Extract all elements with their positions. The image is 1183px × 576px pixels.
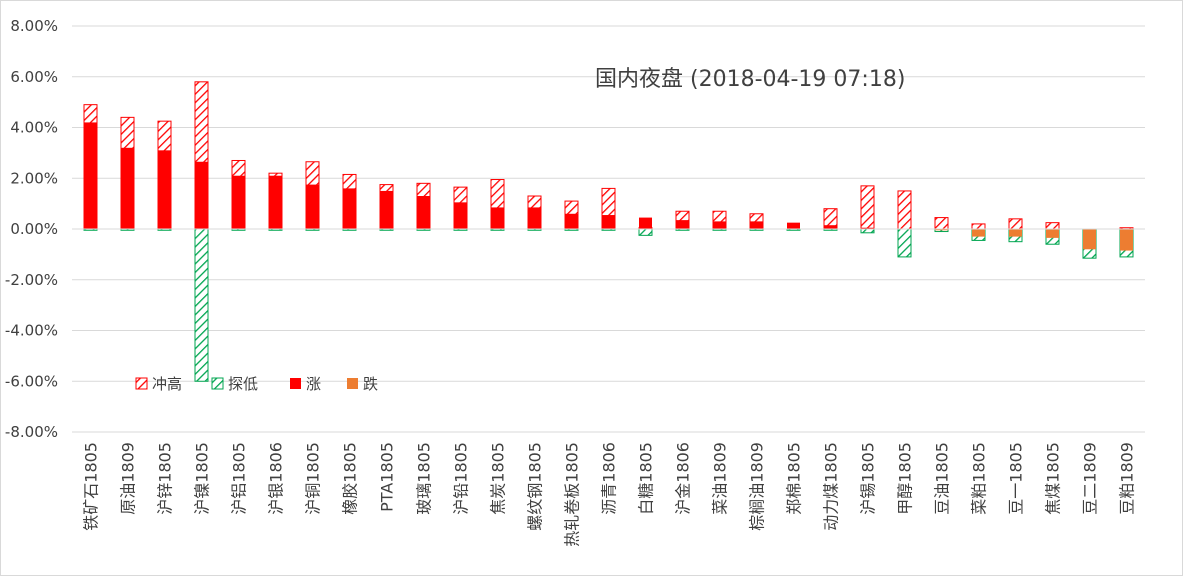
y-tick-label: -8.00% bbox=[5, 423, 58, 441]
bar-down bbox=[1083, 229, 1096, 250]
x-tick-label: 甲醇1805 bbox=[896, 442, 915, 515]
legend-label: 探低 bbox=[228, 375, 258, 393]
x-tick-label: 沪镍1805 bbox=[193, 442, 212, 515]
bar-high bbox=[971, 223, 986, 230]
bar-low bbox=[860, 228, 875, 234]
bar-high bbox=[1008, 218, 1023, 230]
x-tick-label: 沪铝1805 bbox=[230, 442, 249, 515]
bar-down bbox=[1120, 229, 1133, 251]
legend-label: 冲高 bbox=[152, 375, 182, 393]
x-tick-label: 热轧卷板1805 bbox=[563, 442, 582, 547]
x-tick-label: 白糖1805 bbox=[637, 442, 656, 515]
bar-down bbox=[935, 229, 948, 231]
y-tick-label: 4.00% bbox=[10, 119, 58, 137]
y-tick-label: 2.00% bbox=[10, 169, 58, 187]
bar-up bbox=[565, 213, 578, 229]
bar-up bbox=[824, 225, 837, 229]
x-tick-label: 沥青1806 bbox=[600, 442, 619, 515]
bar-up bbox=[121, 147, 134, 229]
bar-up bbox=[232, 175, 245, 229]
x-tick-label: 沪银1806 bbox=[267, 442, 286, 515]
y-tick-label: -4.00% bbox=[5, 322, 58, 340]
bar-low bbox=[194, 228, 209, 382]
chart-title: 国内夜盘 (2018-04-19 07:18) bbox=[595, 67, 905, 92]
y-tick-label: 0.00% bbox=[10, 220, 58, 238]
bar-up bbox=[269, 175, 282, 229]
x-axis-ticks: 铁矿石1805 原油1809 沪锌1805 沪镍1805 沪铝1805 沪银1806 沪铜1… bbox=[82, 442, 1137, 547]
bar-high bbox=[897, 190, 912, 230]
legend-swatch bbox=[135, 377, 148, 390]
bar-up bbox=[491, 207, 504, 229]
x-tick-label: 沪锡1805 bbox=[859, 442, 878, 515]
x-tick-label: 沪锌1805 bbox=[156, 442, 175, 515]
legend-swatch bbox=[211, 377, 224, 390]
bar-up bbox=[158, 150, 171, 229]
x-tick-label: 焦煤1805 bbox=[1044, 442, 1063, 515]
bar-up bbox=[602, 215, 615, 229]
bar-up bbox=[195, 161, 208, 229]
x-tick-label: 玻璃1805 bbox=[415, 442, 434, 515]
bar-up bbox=[713, 221, 726, 229]
y-axis-ticks: 8.00% 6.00% 4.00% 2.00% 0.00% -2.00% -4.00% -6.… bbox=[5, 17, 58, 441]
x-tick-label: 棕榈油1809 bbox=[748, 442, 767, 531]
x-tick-label: 原油1809 bbox=[119, 442, 138, 515]
x-tick-label: 沪铜1805 bbox=[304, 442, 323, 515]
x-tick-label: 菜油1809 bbox=[711, 442, 730, 515]
x-tick-label: 动力煤1805 bbox=[822, 442, 841, 531]
x-tick-label: 豆粕1809 bbox=[1118, 442, 1137, 515]
bar-down bbox=[972, 229, 985, 237]
x-tick-label: 螺纹钢1805 bbox=[526, 442, 545, 531]
y-tick-label: 8.00% bbox=[10, 17, 58, 35]
x-tick-label: 橡胶1805 bbox=[341, 442, 360, 515]
bar-down bbox=[1009, 229, 1022, 237]
x-tick-label: 焦炭1805 bbox=[489, 442, 508, 515]
x-tick-label: 郑棉1805 bbox=[785, 442, 804, 515]
x-tick-label: 菜粕1805 bbox=[970, 442, 989, 515]
bar-high bbox=[934, 217, 949, 230]
x-tick-label: 沪铅1805 bbox=[452, 442, 471, 515]
bar-low bbox=[638, 228, 653, 236]
bar-up bbox=[343, 188, 356, 229]
y-tick-label: 6.00% bbox=[10, 68, 58, 86]
bar-down bbox=[1046, 229, 1059, 238]
legend: 冲高 探低 涨 跌 bbox=[135, 375, 378, 393]
legend-label: 涨 bbox=[306, 375, 321, 393]
bar-high bbox=[1045, 222, 1060, 230]
bar-up bbox=[380, 190, 393, 229]
bar-low bbox=[897, 228, 912, 258]
bar-up bbox=[84, 122, 97, 229]
x-tick-label: 沪金1806 bbox=[674, 442, 693, 515]
bar-up bbox=[417, 196, 430, 229]
x-tick-label: 铁矿石1805 bbox=[82, 442, 101, 531]
bar-up bbox=[861, 227, 874, 229]
bar-up bbox=[528, 207, 541, 229]
bar-up bbox=[676, 220, 689, 229]
y-tick-label: -2.00% bbox=[5, 271, 58, 289]
legend-swatch bbox=[347, 378, 358, 389]
bar-up bbox=[639, 217, 652, 229]
legend-swatch bbox=[290, 378, 301, 389]
bar-up bbox=[750, 221, 763, 229]
legend-label: 跌 bbox=[363, 375, 378, 393]
x-tick-label: PTA1805 bbox=[378, 442, 397, 512]
x-tick-label: 豆二1809 bbox=[1081, 442, 1100, 515]
x-tick-label: 豆一1805 bbox=[1007, 442, 1026, 515]
bar-up bbox=[454, 202, 467, 229]
x-tick-label: 豆油1805 bbox=[933, 442, 952, 515]
y-tick-label: -6.00% bbox=[5, 372, 58, 390]
bars bbox=[72, 81, 1145, 382]
bar-up bbox=[787, 222, 800, 229]
bar-up bbox=[306, 184, 319, 229]
bar-high bbox=[860, 185, 875, 230]
